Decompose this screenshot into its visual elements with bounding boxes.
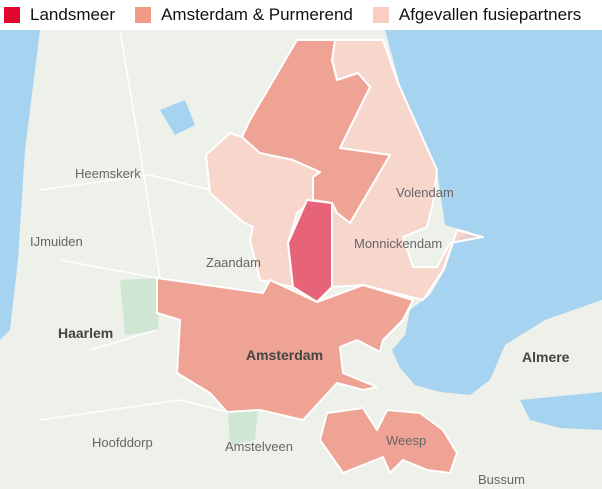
region-landsmeer[interactable] xyxy=(287,199,333,303)
region-weesp[interactable] xyxy=(319,407,458,474)
region-amsterdam[interactable] xyxy=(156,277,414,421)
lake xyxy=(160,100,195,135)
legend-label: Landsmeer xyxy=(30,5,116,24)
place-label: IJmuiden xyxy=(30,234,83,249)
place-label: Amstelveen xyxy=(225,439,293,454)
place-label: Amsterdam xyxy=(246,347,323,363)
borders xyxy=(39,30,229,421)
place-label: Volendam xyxy=(396,185,454,200)
place-label: Hoofddorp xyxy=(92,435,153,450)
legend-swatch xyxy=(372,7,389,23)
place-label: Zaandam xyxy=(206,255,261,270)
place-label: Almere xyxy=(522,349,570,365)
place-label: Weesp xyxy=(386,433,426,448)
legend: Landsmeer Amsterdam & Purmerend Afgevall… xyxy=(0,0,602,30)
markermeer xyxy=(385,30,602,395)
place-label: Heemskerk xyxy=(75,166,141,181)
place-label: Monnickendam xyxy=(354,236,442,251)
place-labels: Heemskerk IJmuiden Zaandam Volendam Monn… xyxy=(30,166,570,487)
place-label: Haarlem xyxy=(58,325,113,341)
north-sea xyxy=(0,30,40,340)
place-label: Bussum xyxy=(478,472,525,487)
lake xyxy=(520,392,602,430)
park xyxy=(228,410,258,445)
flevoland xyxy=(505,300,602,392)
park xyxy=(120,278,160,335)
legend-label: Afgevallen fusiepartners xyxy=(398,5,582,24)
region-purmerend[interactable] xyxy=(241,39,391,224)
map[interactable]: Heemskerk IJmuiden Zaandam Volendam Monn… xyxy=(0,30,602,489)
legend-item-landsmeer: Landsmeer xyxy=(4,5,115,25)
legend-swatch xyxy=(4,7,20,23)
legend-item-amsterdam-purmerend: Amsterdam & Purmerend xyxy=(135,5,353,25)
legend-item-afgevallen: Afgevallen fusiepartners xyxy=(372,5,582,25)
legend-label: Amsterdam & Purmerend xyxy=(161,5,353,24)
legend-swatch xyxy=(135,7,152,23)
